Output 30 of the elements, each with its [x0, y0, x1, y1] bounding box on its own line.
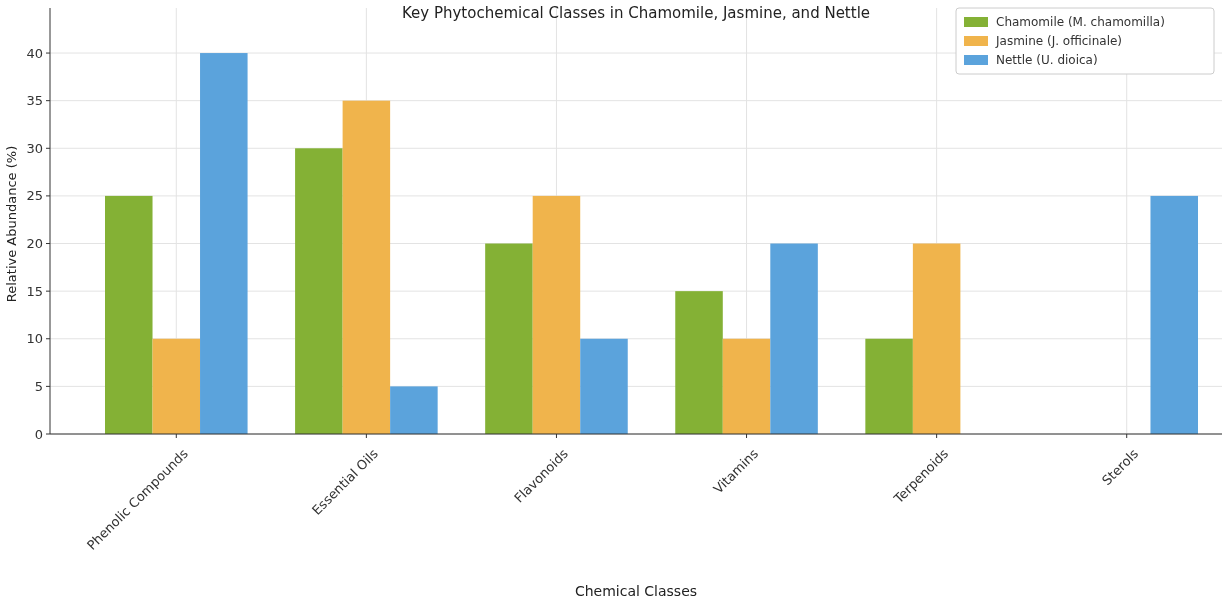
bar: [485, 243, 533, 434]
legend-label: Jasmine (J. officinale): [995, 34, 1123, 49]
y-tick-label: 15: [26, 283, 43, 299]
y-tick-label: 5: [34, 378, 43, 394]
bar: [1150, 195, 1198, 434]
y-axis-title: Relative Abundance (%): [4, 145, 19, 303]
bar: [200, 53, 248, 434]
bar: [532, 195, 581, 434]
bar: [580, 338, 628, 434]
y-tick-label: 40: [26, 45, 43, 61]
bar: [152, 338, 201, 434]
y-tick-label: 30: [26, 140, 43, 156]
bar: [105, 195, 153, 434]
y-tick-label: 25: [26, 188, 43, 204]
chart-title: Key Phytochemical Classes in Chamomile, Jasmine, and Nettle: [401, 4, 871, 22]
bar: [865, 338, 913, 434]
y-tick-label: 10: [26, 331, 43, 347]
x-axis-title: Chemical Classes: [574, 583, 698, 599]
legend-label: Nettle (U. dioica): [996, 53, 1098, 68]
bar: [675, 291, 723, 434]
bar: [295, 148, 343, 434]
y-tick-label: 0: [34, 426, 43, 442]
bar: [342, 100, 391, 434]
y-tick-label: 20: [26, 236, 43, 252]
bar: [770, 243, 818, 434]
bar: [722, 338, 771, 434]
y-tick-label: 35: [26, 93, 43, 109]
legend-label: Chamomile (M. chamomilla): [996, 15, 1165, 30]
bar: [390, 386, 438, 434]
bar: [912, 243, 961, 434]
